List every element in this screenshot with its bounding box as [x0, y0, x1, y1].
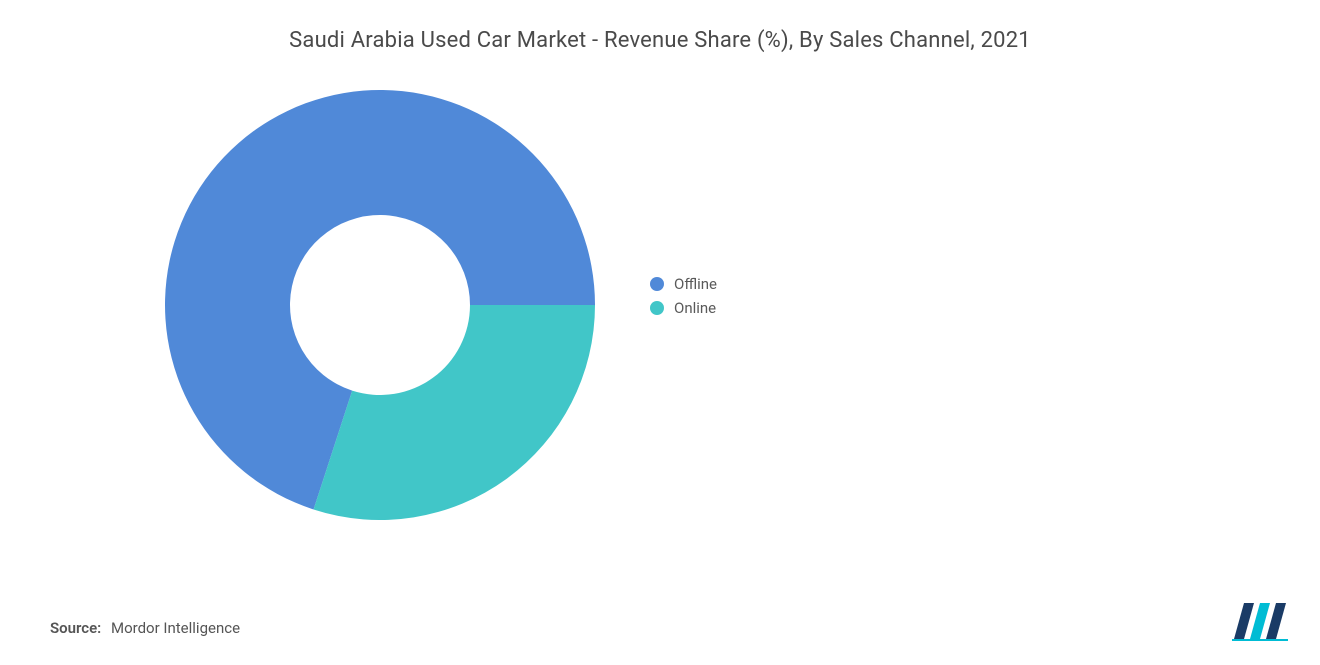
donut-svg: [165, 90, 595, 520]
legend: Offline Online: [650, 275, 717, 323]
source-value: Mordor Intelligence: [111, 619, 240, 637]
brand-logo: [1230, 601, 1290, 641]
source-label: Source:: [50, 619, 101, 637]
chart-title: Saudi Arabia Used Car Market - Revenue S…: [0, 28, 1320, 53]
legend-item-offline: Offline: [650, 275, 717, 293]
legend-item-online: Online: [650, 299, 717, 317]
legend-dot-online: [650, 301, 664, 315]
legend-label-offline: Offline: [674, 275, 717, 293]
donut-slice-online: [314, 305, 595, 520]
legend-label-online: Online: [674, 299, 716, 317]
source-line: Source: Mordor Intelligence: [50, 619, 240, 637]
donut-chart: [165, 90, 595, 520]
legend-dot-offline: [650, 277, 664, 291]
brand-logo-svg: [1230, 601, 1290, 641]
